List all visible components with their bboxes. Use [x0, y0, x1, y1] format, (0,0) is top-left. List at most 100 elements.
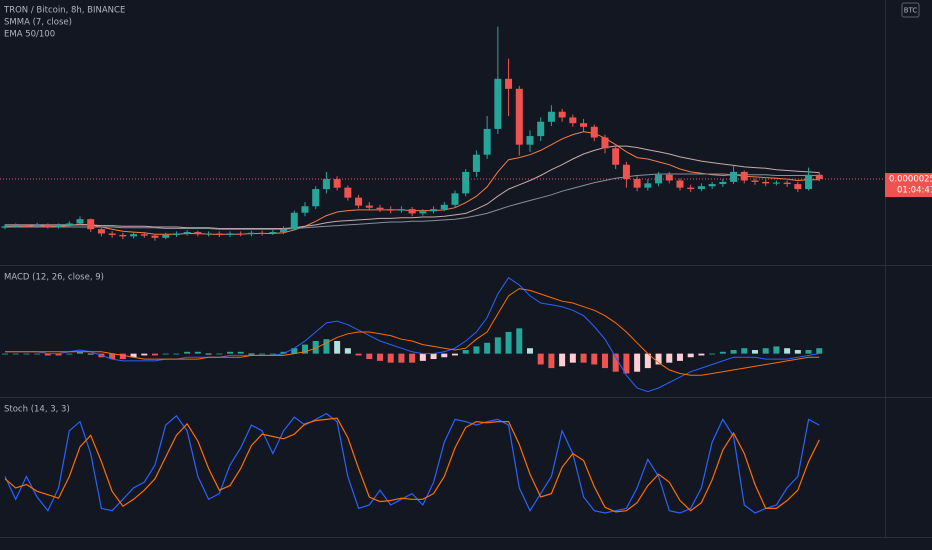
candle-body	[665, 174, 673, 181]
candle-body	[322, 179, 330, 190]
candle-body	[805, 174, 813, 190]
candle-body	[55, 225, 63, 228]
candle-body	[355, 197, 363, 206]
candle-body	[140, 234, 148, 236]
candle-body	[130, 234, 138, 237]
histogram-bar	[237, 351, 244, 354]
line	[4, 417, 820, 513]
candle-body	[408, 209, 416, 214]
histogram-bar	[451, 353, 458, 356]
candle-body	[751, 180, 759, 182]
histogram-bar	[323, 339, 330, 354]
histogram-bar	[34, 353, 41, 355]
candle-body	[397, 209, 405, 211]
histogram-bar	[516, 328, 523, 354]
line	[4, 412, 820, 514]
candle-body	[108, 233, 116, 235]
candle-body	[547, 111, 555, 122]
candle-body	[494, 78, 502, 129]
currency[interactable]: BTC	[904, 7, 918, 15]
histogram-bar	[494, 337, 501, 354]
histogram-bar	[280, 351, 287, 354]
candle-body	[215, 233, 223, 235]
candle-body	[815, 174, 823, 180]
candle-body	[76, 219, 84, 224]
candle-body	[697, 186, 705, 190]
histogram-bar	[687, 353, 694, 358]
histogram-bar	[719, 351, 726, 354]
candle-body	[772, 182, 780, 184]
countdown: 01:04:41	[897, 186, 932, 196]
last-price-box	[885, 173, 932, 198]
histogram-bar	[473, 346, 480, 354]
histogram-bar	[23, 353, 30, 355]
candle-body	[644, 183, 652, 188]
histogram-bar	[376, 353, 383, 361]
histogram-bar	[773, 346, 780, 354]
candle-body	[719, 181, 727, 185]
histogram-bar	[762, 348, 769, 354]
candle-body	[451, 193, 459, 205]
histogram-bar	[119, 353, 126, 360]
histogram-bar	[387, 353, 394, 363]
candle-body	[237, 233, 245, 235]
histogram-bar	[76, 351, 83, 354]
histogram-bar	[312, 340, 319, 354]
histogram-bar	[526, 348, 533, 354]
histogram-bar	[226, 351, 233, 354]
currency-box[interactable]	[901, 2, 920, 18]
histogram-bar	[580, 353, 587, 363]
candle-body	[1, 226, 9, 228]
histogram-bar	[548, 353, 555, 369]
histogram-bar	[741, 348, 748, 354]
candle-body	[622, 164, 630, 180]
histogram-bar	[66, 353, 73, 355]
candle-body	[247, 232, 255, 235]
candle-body	[333, 179, 341, 188]
histogram-bar	[409, 353, 416, 363]
histogram-bar	[484, 342, 491, 354]
candle-body	[172, 233, 180, 235]
candle-body	[119, 234, 127, 237]
histogram-bar	[559, 353, 566, 367]
pane-title: MACD (12, 26, close, 9)	[4, 273, 104, 283]
histogram-bar	[151, 353, 158, 356]
candle-body	[12, 225, 20, 227]
candle-body	[537, 121, 545, 137]
labels: 0.0000025201:04:41	[885, 173, 932, 198]
candle-body	[365, 205, 373, 208]
histogram-bar	[173, 353, 180, 355]
histogram-bar	[430, 353, 437, 360]
histogram-bar	[634, 353, 641, 372]
histogram-bar	[751, 350, 758, 354]
histogram-bar	[248, 353, 255, 355]
chart-title: TRON / Bitcoin, 8h, BINANCE	[3, 6, 125, 16]
legend-entry: SMMA (7, close)	[4, 18, 72, 28]
histogram-bar	[44, 353, 51, 356]
last-price-label: 0.00000252	[889, 175, 932, 185]
candle-body	[462, 171, 470, 194]
histogram-bar	[55, 353, 62, 356]
histogram-bar	[344, 348, 351, 354]
candle-body	[419, 211, 427, 214]
histogram-bar	[709, 353, 716, 355]
line	[5, 145, 820, 229]
candle-body	[290, 212, 298, 230]
candle-body	[526, 136, 534, 145]
histogram-bar	[205, 353, 212, 355]
candle-body	[280, 229, 288, 233]
histogram-bar	[216, 353, 223, 355]
histogram-bar	[12, 353, 19, 355]
candle-body	[33, 224, 41, 227]
histogram-bar	[194, 351, 201, 354]
candle-body	[194, 232, 202, 235]
histogram-bar	[398, 353, 405, 363]
histogram-bar	[462, 350, 469, 354]
histogram-bar	[419, 353, 426, 361]
histogram-bar	[612, 353, 619, 372]
histogram-bar	[184, 351, 191, 354]
histogram-bar	[676, 353, 683, 361]
histogram-bar	[805, 350, 812, 354]
